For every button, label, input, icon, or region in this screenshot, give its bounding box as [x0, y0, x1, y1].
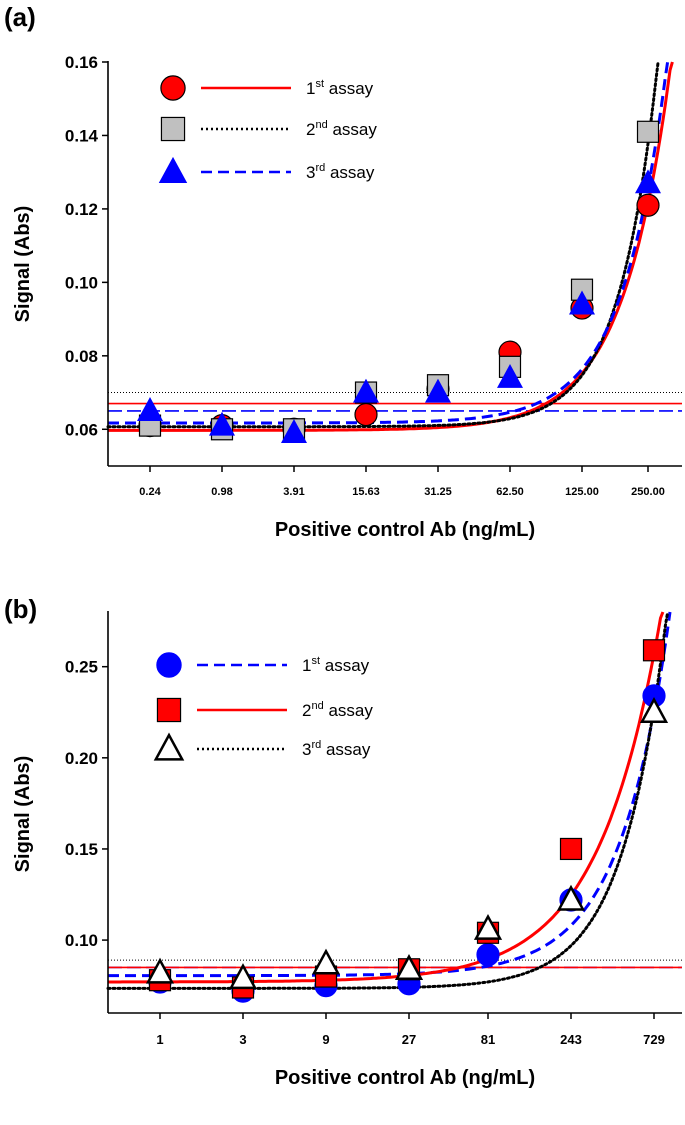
- legend-marker-1: [156, 652, 182, 678]
- y-axis-label: Signal (Abs): [12, 206, 34, 323]
- data-point-1-4: [354, 402, 378, 427]
- data-point-2-8: [636, 120, 660, 143]
- legend-label-1: 1st assay: [302, 655, 370, 675]
- x-tick-label: 3.91: [283, 486, 304, 498]
- y-tick-label: 0.25: [65, 658, 98, 677]
- data-point-3-7: [568, 290, 596, 315]
- data-point-2-6: [559, 837, 583, 861]
- x-tick-label: 729: [643, 1032, 665, 1047]
- x-axis-label: Positive control Ab (ng/mL): [275, 1067, 535, 1089]
- y-axis-label: Signal (Abs): [12, 756, 34, 873]
- y-tick-label: 0.20: [65, 749, 98, 768]
- data-point-3-2: [228, 963, 258, 990]
- legend-label-2: 2nd assay: [306, 119, 377, 139]
- data-point-3-6: [556, 884, 586, 911]
- y-tick-label: 0.10: [65, 273, 98, 292]
- y-tick-label: 0.14: [65, 126, 99, 145]
- data-point-3-4: [394, 954, 424, 980]
- data-point-3-2: [208, 411, 236, 436]
- x-tick-label: 125.00: [565, 486, 599, 498]
- fit-curve-2: [108, 611, 665, 984]
- x-tick-label: 0.98: [211, 486, 232, 498]
- data-point-1-5: [476, 943, 500, 967]
- fit-curve-2: [106, 60, 660, 429]
- data-point-3-1: [145, 957, 175, 984]
- legend: 1st assay 2nd assay 3rd assay: [158, 75, 377, 183]
- x-axis-label: Positive control Ab (ng/mL): [275, 519, 535, 541]
- data-point-3-4: [352, 378, 380, 403]
- legend-marker-3: [158, 156, 188, 183]
- legend-marker-1: [160, 75, 186, 101]
- legend-marker-2: [156, 697, 182, 723]
- y-tick-label: 0.16: [65, 53, 98, 72]
- legend-label-3: 3rd assay: [302, 739, 371, 759]
- panel-label: (a): [4, 2, 36, 32]
- data-point-3-1: [136, 397, 164, 421]
- legend: 1st assay 2nd assay 3rd assay: [153, 652, 373, 761]
- y-tick-label: 0.06: [65, 420, 98, 439]
- chart-panel-a: (a) 0.06 0.08 0.10 0.12 0.14 0.16 0.24 0.98 3.91 1…: [4, 2, 682, 541]
- x-tick-label: 27: [402, 1032, 416, 1047]
- x-tick-label: 15.63: [352, 486, 380, 498]
- data-point-3-3: [311, 948, 341, 975]
- legend-marker-3: [153, 732, 185, 761]
- x-tick-label: 9: [322, 1032, 329, 1047]
- data-point-3-8: [634, 169, 662, 194]
- x-tick-label: 250.00: [631, 486, 665, 498]
- x-tick-label: 243: [560, 1032, 582, 1047]
- data-point-2-7: [642, 639, 666, 662]
- y-tick-label: 0.10: [65, 931, 98, 950]
- fit-curve-3: [108, 61, 670, 425]
- fit-curve-3: [106, 610, 670, 990]
- data-point-3-5: [424, 378, 452, 403]
- data-point-3-5: [473, 913, 503, 940]
- data-point-3-7: [639, 697, 669, 723]
- legend-marker-2: [160, 116, 186, 142]
- data-point-3-3: [280, 419, 308, 443]
- y-tick-label: 0.08: [65, 347, 98, 366]
- data-point-3-6: [496, 363, 524, 388]
- y-tick-label: 0.12: [65, 200, 98, 219]
- x-tick-label: 3: [239, 1032, 246, 1047]
- x-tick-label: 81: [481, 1032, 495, 1047]
- x-tick-label: 1: [156, 1032, 163, 1047]
- x-tick-label: 62.50: [496, 486, 524, 498]
- x-tick-label: 0.24: [139, 486, 161, 498]
- chart-panel-b: (b) 0.10 0.15 0.20 0.25 1 3 9 27 81 243 729 Positive…: [4, 594, 682, 1089]
- fit-curve-1: [108, 611, 672, 978]
- data-point-1-8: [636, 193, 660, 217]
- fit-curve-1: [108, 61, 674, 432]
- legend-label-1: 1st assay: [306, 78, 374, 98]
- x-tick-label: 31.25: [424, 486, 452, 498]
- legend-label-2: 2nd assay: [302, 700, 373, 720]
- legend-label-3: 3rd assay: [306, 162, 375, 182]
- panel-label: (b): [4, 594, 37, 624]
- y-tick-label: 0.15: [65, 840, 98, 859]
